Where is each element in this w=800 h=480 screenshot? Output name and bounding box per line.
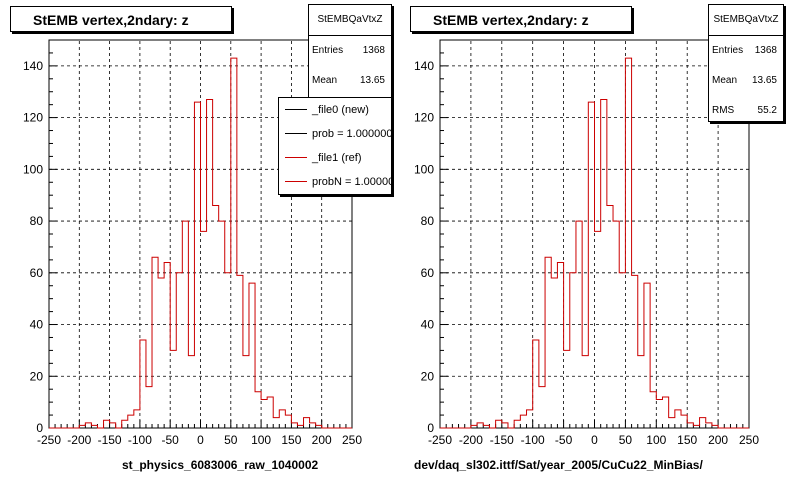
right-y-tick-label: 140 [414,59,434,73]
left-histogram-series-0 [49,57,352,429]
legend-entry-file1: _file1 (ref) [279,146,391,170]
right-stats-mean-label: Mean [712,75,738,86]
left-x-tick-label: 0 [197,433,204,447]
left-stats-box: StEMBQaVtxZ Entries 1368 Mean 13.65 [308,4,392,100]
right-y-tick-label: 120 [414,111,434,125]
legend-label-file0: _file0 (new) [312,104,369,116]
right-x-axis-title: dev/daq_sl302.ittf/Sat/year_2005/CuCu22_… [414,458,703,472]
right-x-tick-label: -250 [428,433,452,447]
left-x-tick-label: -50 [162,433,180,447]
legend-entry-probn: probN = 1.000000 [279,170,391,194]
left-x-tick-label: 50 [224,433,238,447]
left-plot-title: StEMB vertex,2ndary: z [10,6,232,32]
right-x-tick-label: 100 [646,433,666,447]
right-y-tick-label: 60 [421,266,435,280]
legend-label-prob: prob = 1.000000 [312,128,392,140]
right-stats-mean-value: 13.65 [751,75,777,86]
right-x-tick-label: -200 [459,433,483,447]
left-x-tick-label: -200 [67,433,91,447]
legend-swatch-file1 [285,157,307,158]
left-x-tick-label: -100 [128,433,152,447]
right-x-tick-label: -100 [521,433,545,447]
right-x-tick-label: 250 [739,433,759,447]
right-y-tick-label: 80 [421,214,435,228]
left-x-tick-label: 150 [281,433,301,447]
right-x-tick-label: -150 [490,433,514,447]
right-stats-mean-row: Mean 13.65 [709,66,783,96]
legend-swatch-file0 [285,109,307,110]
right-stats-rms-label: RMS [712,105,735,116]
legend-label-probn: probN = 1.000000 [312,176,392,188]
right-stats-entries-row: Entries 1368 [709,36,783,66]
left-stats-mean-label: Mean [312,75,338,86]
right-y-tick-label: 0 [427,421,434,435]
left-y-tick-label: 100 [23,162,43,176]
left-y-tick-label: 120 [23,111,43,125]
left-y-tick-label: 80 [30,214,44,228]
right-stats-rms-row: RMS 55.2 [709,96,783,126]
right-stats-name: StEMBQaVtxZ [709,5,783,36]
right-plot-title-text: StEMB vertex,2ndary: z [433,12,589,28]
left-x-tick-label: -150 [98,433,122,447]
left-y-tick-label: 0 [36,421,43,435]
legend-swatch-probn [285,181,307,182]
legend-entry-file0: _file0 (new) [279,98,391,122]
right-stats-box: StEMBQaVtxZ Entries 1368 Mean 13.65 RMS … [708,4,784,122]
left-y-tick-label: 60 [30,266,44,280]
right-x-tick-label: 0 [591,433,598,447]
left-stats-entries-row: Entries 1368 [309,36,391,66]
right-stats-entries-value: 1368 [754,45,777,56]
right-y-tick-label: 40 [421,318,435,332]
left-x-tick-label: 200 [312,433,332,447]
right-x-tick-label: -50 [555,433,573,447]
left-stats-mean-row: Mean 13.65 [309,66,391,96]
legend-entry-prob: prob = 1.000000 [279,122,391,146]
left-y-tick-label: 40 [30,318,44,332]
right-x-tick-label: 50 [619,433,633,447]
right-x-tick-label: 150 [677,433,697,447]
left-stats-name: StEMBQaVtxZ [309,5,391,36]
left-x-tick-label: 100 [251,433,271,447]
right-plot-title: StEMB vertex,2ndary: z [410,6,632,32]
left-y-tick-label: 20 [30,369,44,383]
legend-label-file1: _file1 (ref) [312,152,362,164]
right-y-tick-label: 100 [414,162,434,176]
left-stats-entries-label: Entries [312,45,344,56]
right-y-tick-label: 20 [421,369,435,383]
right-stats-entries-label: Entries [712,45,744,56]
left-x-tick-label: 250 [342,433,362,447]
left-stats-entries-value: 1368 [362,45,385,56]
left-x-tick-label: -250 [37,433,61,447]
left-plot-title-text: StEMB vertex,2ndary: z [33,12,189,28]
left-x-axis-title: st_physics_6083006_raw_1040002 [122,458,319,472]
left-y-tick-label: 140 [23,59,43,73]
right-histogram-series-0 [440,57,749,429]
right-stats-rms-value: 55.2 [757,105,777,116]
left-stats-mean-value: 13.65 [359,75,385,86]
legend-swatch-prob [285,133,307,134]
right-x-tick-label: 200 [708,433,728,447]
left-legend: _file0 (new) prob = 1.000000 _file1 (ref… [278,97,392,195]
